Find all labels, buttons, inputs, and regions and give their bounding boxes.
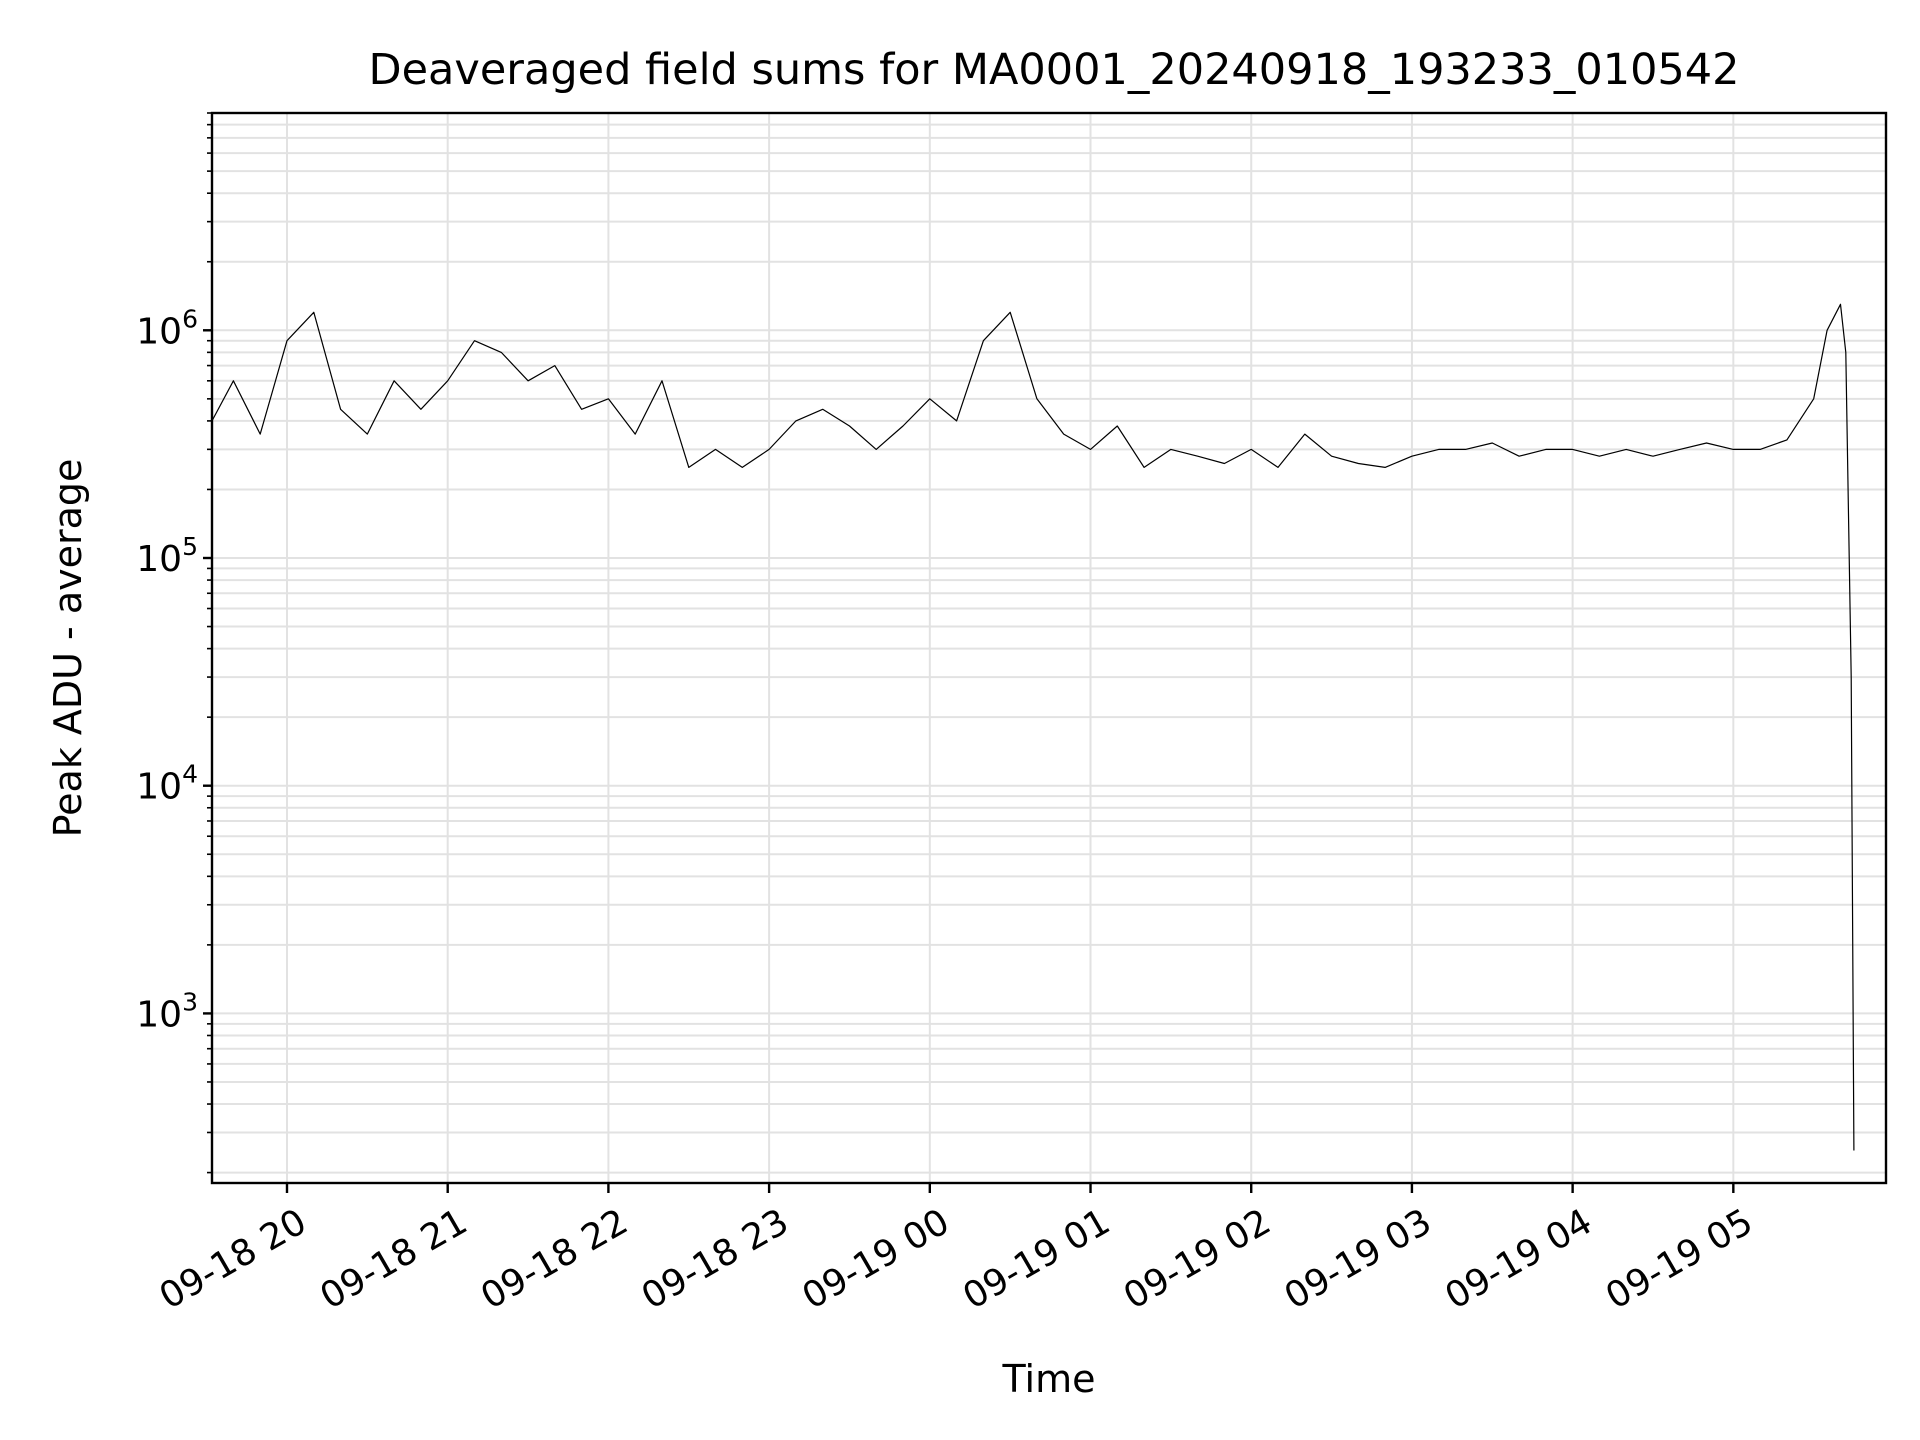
y-tick-label: 106 — [136, 304, 198, 352]
x-tick-label: 09-19 04 — [1438, 1201, 1599, 1317]
y-tick-label: 104 — [136, 760, 198, 808]
x-tick-label: 09-18 22 — [474, 1201, 635, 1317]
y-tick-exponent: 6 — [182, 304, 198, 333]
x-axis-label: Time — [1002, 1357, 1096, 1401]
y-tick-exponent: 4 — [182, 760, 198, 789]
y-tick-base: 10 — [136, 311, 182, 352]
x-tick-label: 09-19 00 — [796, 1201, 957, 1317]
y-tick-label: 105 — [136, 532, 198, 580]
chart-title: Deaveraged field sums for MA0001_2024091… — [368, 45, 1739, 95]
x-tick-label: 09-19 03 — [1278, 1201, 1439, 1317]
y-tick-exponent: 3 — [182, 987, 198, 1016]
y-axis-label: Peak ADU - average — [46, 459, 90, 838]
series-line — [212, 303, 1855, 1151]
grid-lines — [212, 112, 1886, 1183]
y-tick-exponent: 5 — [182, 532, 198, 561]
x-tick-label: 09-18 20 — [153, 1201, 314, 1317]
x-tick-label: 09-19 02 — [1117, 1201, 1278, 1317]
x-tick-label: 09-18 21 — [314, 1201, 475, 1317]
x-tick-label: 09-18 23 — [635, 1201, 796, 1317]
x-tick-label: 09-19 05 — [1599, 1201, 1760, 1317]
y-tick-base: 10 — [136, 767, 182, 808]
series-layer — [212, 303, 1855, 1151]
y-tick-label: 103 — [136, 987, 198, 1035]
y-tick-base: 10 — [136, 994, 182, 1035]
x-tick-label: 09-19 01 — [956, 1201, 1117, 1317]
y-tick-base: 10 — [136, 539, 182, 580]
